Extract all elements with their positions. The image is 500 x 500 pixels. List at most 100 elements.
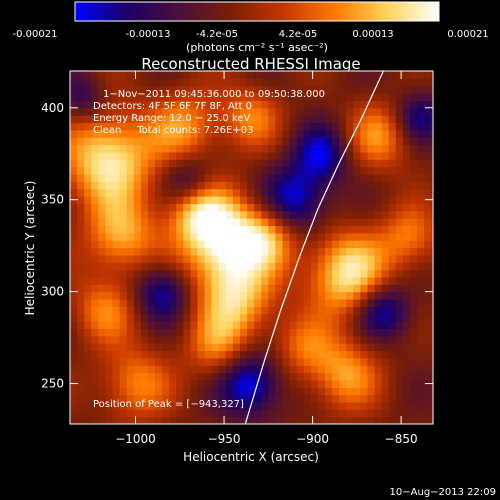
- heatmap-cell: [388, 232, 397, 241]
- heatmap-cell: [381, 254, 390, 263]
- heatmap-cell: [417, 416, 425, 424]
- heatmap-cell: [147, 129, 156, 138]
- heatmap-cell: [112, 122, 121, 131]
- heatmap-cell: [133, 291, 142, 300]
- heatmap-cell: [332, 137, 340, 146]
- heatmap-cell: [282, 151, 291, 160]
- heatmap-cell: [303, 254, 312, 263]
- heatmap-cell: [303, 313, 312, 322]
- heatmap-cell: [367, 394, 376, 403]
- heatmap-cell: [282, 71, 291, 79]
- heatmap-cell: [381, 350, 390, 359]
- heatmap-cell: [296, 306, 305, 315]
- heatmap-cell: [296, 151, 305, 160]
- heatmap-cell: [204, 166, 213, 175]
- heatmap-cell: [424, 387, 432, 396]
- heatmap-cell: [324, 166, 333, 175]
- heatmap-cell: [211, 416, 220, 424]
- heatmap-cell: [190, 321, 199, 329]
- heatmap-cell: [133, 151, 142, 160]
- heatmap-cell: [239, 144, 248, 153]
- heatmap-cell: [289, 372, 298, 381]
- heatmap-cell: [140, 151, 149, 160]
- heatmap-cell: [431, 321, 433, 329]
- heatmap-cell: [204, 122, 213, 131]
- heatmap-cell: [204, 365, 213, 374]
- heatmap-cell: [388, 137, 397, 146]
- heatmap-cell: [261, 71, 269, 79]
- heatmap-cell: [162, 394, 170, 403]
- heatmap-cell: [147, 210, 156, 219]
- heatmap-cell: [105, 218, 114, 227]
- heatmap-cell: [239, 218, 248, 227]
- heatmap-cell: [332, 269, 340, 278]
- heatmap-cell: [402, 129, 411, 138]
- heatmap-cell: [169, 262, 177, 271]
- heatmap-cell: [424, 137, 432, 146]
- heatmap-cell: [232, 159, 241, 168]
- heatmap-cell: [289, 93, 298, 102]
- heatmap-cell: [254, 232, 262, 241]
- heatmap-cell: [275, 394, 284, 403]
- heatmap-cell: [339, 306, 347, 315]
- heatmap-cell: [409, 210, 418, 219]
- heatmap-cell: [247, 218, 255, 227]
- heatmap-cell: [268, 328, 276, 337]
- heatmap-cell: [77, 93, 85, 102]
- heatmap-cell: [119, 291, 128, 300]
- heatmap-cell: [84, 254, 92, 263]
- heatmap-cell: [169, 387, 177, 396]
- heatmap-cell: [388, 372, 397, 381]
- heatmap-cell: [112, 409, 121, 418]
- heatmap-cell: [133, 387, 142, 396]
- heatmap-cell: [91, 137, 99, 146]
- heatmap-cell: [417, 78, 425, 87]
- heatmap-cell: [303, 401, 312, 410]
- heatmap-cell: [381, 181, 390, 190]
- heatmap-cell: [275, 137, 284, 146]
- heatmap-cell: [353, 232, 361, 241]
- heatmap-cell: [247, 350, 255, 359]
- heatmap-cell: [147, 284, 156, 293]
- heatmap-cell: [324, 328, 333, 337]
- heatmap-cell: [268, 321, 276, 329]
- heatmap-cell: [119, 350, 128, 359]
- heatmap-cell: [105, 313, 114, 322]
- heatmap-cell: [190, 100, 199, 109]
- heatmap-cell: [197, 100, 206, 109]
- heatmap-cell: [409, 107, 418, 116]
- heatmap-cell: [70, 321, 78, 329]
- heatmap-cell: [367, 240, 376, 249]
- heatmap-cell: [155, 144, 163, 153]
- heatmap-cell: [247, 313, 255, 322]
- heatmap-cell: [296, 129, 305, 138]
- heatmap-cell: [211, 196, 220, 204]
- heatmap-cell: [395, 107, 404, 116]
- heatmap-cell: [289, 343, 298, 352]
- heatmap-cell: [204, 335, 213, 344]
- heatmap-cell: [381, 196, 390, 204]
- heatmap-cell: [84, 181, 92, 190]
- heatmap-cell: [374, 225, 383, 234]
- heatmap-cell: [424, 276, 432, 285]
- heatmap-cell: [126, 218, 135, 227]
- heatmap-cell: [70, 394, 78, 403]
- heatmap-cell: [254, 188, 262, 197]
- heatmap-cell: [374, 129, 383, 138]
- heatmap-cell: [324, 210, 333, 219]
- heatmap-cell: [232, 343, 241, 352]
- heatmap-cell: [431, 254, 433, 263]
- heatmap-cell: [105, 71, 114, 79]
- heatmap-cell: [112, 78, 121, 87]
- heatmap-cell: [303, 122, 312, 131]
- heatmap-cell: [84, 225, 92, 234]
- heatmap-cell: [417, 232, 425, 241]
- heatmap-cell: [197, 387, 206, 396]
- heatmap-cell: [324, 357, 333, 366]
- heatmap-cell: [183, 379, 192, 388]
- heatmap-cell: [296, 409, 305, 418]
- heatmap-cell: [367, 107, 376, 116]
- heatmap-cell: [84, 350, 92, 359]
- heatmap-cell: [303, 166, 312, 175]
- heatmap-cell: [84, 107, 92, 116]
